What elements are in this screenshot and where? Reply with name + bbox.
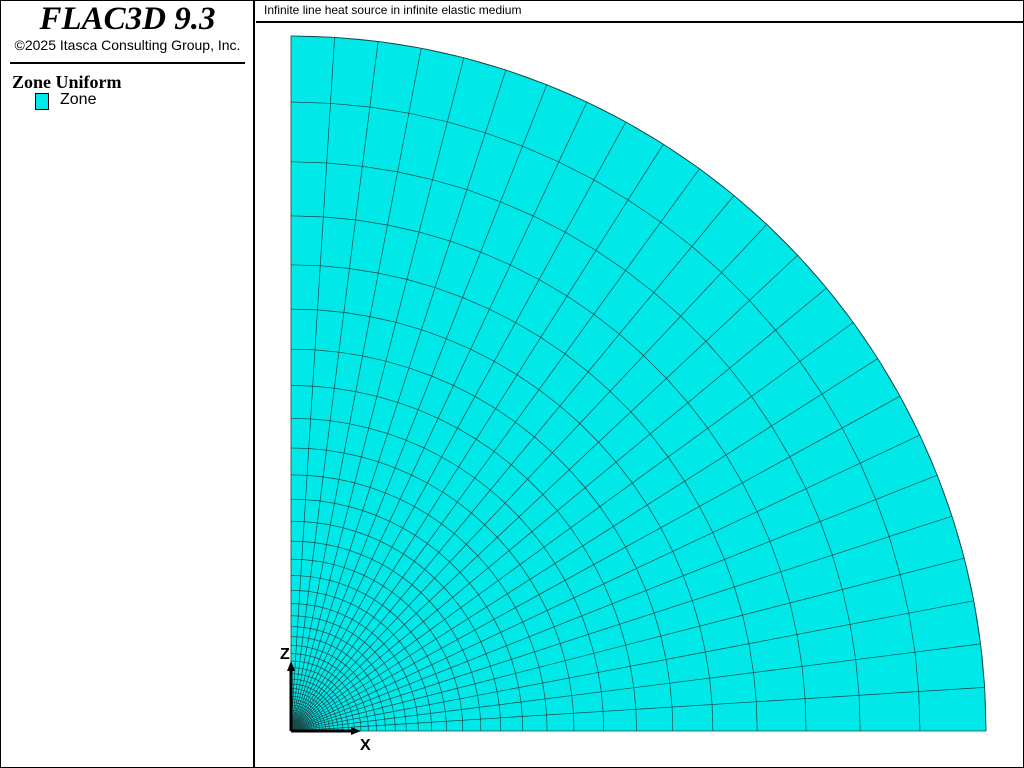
mesh-ring (291, 692, 330, 731)
mesh-ring (290, 417, 605, 732)
mesh-ring (290, 636, 386, 732)
mesh-radial-line (290, 687, 985, 732)
mesh-ring (290, 603, 419, 732)
zone-region (290, 35, 987, 732)
mesh-radial-line (290, 224, 768, 732)
mesh-radial-line (290, 322, 854, 732)
mesh-ring (290, 589, 433, 732)
axes-triad: Z X (280, 646, 371, 754)
mesh-ring (290, 264, 758, 732)
mesh-ring (290, 575, 447, 732)
mesh-ring (290, 474, 548, 732)
z-axis-arrow-icon (287, 661, 295, 671)
mesh-radial-line (290, 358, 878, 732)
mesh-ring (290, 678, 344, 732)
mesh-ring (290, 673, 349, 732)
mesh-ring (290, 695, 327, 732)
mesh-radial-line (290, 41, 379, 732)
mesh-ring (290, 498, 524, 732)
mesh-radial-line (290, 515, 953, 732)
plot-title: Infinite line heat source in infinite el… (264, 3, 522, 17)
mesh-ring (290, 35, 987, 732)
legend-heading: Zone Uniform (12, 72, 122, 92)
mesh-radial-line (290, 600, 974, 732)
zone-mesh (290, 35, 987, 732)
mesh-radial-line (290, 69, 507, 732)
plot-titlebar: Infinite line heat source in infinite el… (256, 0, 1023, 23)
mesh-radial-line (290, 57, 465, 732)
x-axis-arrow-icon (351, 727, 361, 735)
mesh-radial-line (290, 168, 700, 732)
mesh-radial-line (290, 121, 627, 732)
legend-item-zone: Zone (60, 91, 97, 108)
mesh-radial-line (290, 254, 798, 732)
mesh-radial-line (290, 48, 422, 732)
mesh-ring (290, 101, 921, 732)
x-axis-label: X (360, 737, 371, 754)
mesh-ring (290, 520, 502, 732)
mesh-ring (290, 653, 369, 732)
mesh-radial-line (290, 557, 965, 732)
mesh-ring (290, 308, 714, 732)
mesh-ring (290, 615, 407, 732)
app-title: FLAC3D 9.3 (39, 1, 216, 37)
mesh-radial-line (290, 643, 981, 732)
mesh-ring (290, 688, 334, 732)
mesh-ring (290, 660, 362, 732)
copyright: ©2025 Itasca Consulting Group, Inc. (14, 37, 241, 53)
mesh-ring (290, 447, 575, 732)
mesh-radial-line (290, 395, 901, 732)
mesh-radial-line (290, 37, 335, 732)
mesh-ring (290, 667, 355, 732)
mesh-radial-line (290, 144, 664, 732)
mesh-ring (290, 161, 861, 732)
mesh-radial-line (290, 287, 827, 732)
plot-view[interactable]: Z X (256, 23, 1022, 767)
mesh-radial-line (290, 101, 588, 732)
mesh-radial-line (290, 474, 938, 732)
mesh-ring (290, 645, 377, 732)
z-axis-label: Z (280, 646, 290, 663)
mesh-ring (290, 683, 339, 732)
legend-swatch-zone (35, 93, 49, 110)
mesh-ring (290, 558, 464, 732)
mesh-ring (290, 540, 482, 732)
legend-panel: FLAC3D 9.3 ©2025 Itasca Consulting Group… (0, 0, 255, 768)
mesh-ring (290, 348, 674, 732)
mesh-radial-line (290, 195, 735, 732)
mesh-radial-line (290, 84, 548, 732)
mesh-radial-line (290, 434, 921, 732)
legend-divider (10, 62, 245, 64)
mesh-ring (290, 385, 637, 732)
mesh-ring (290, 626, 396, 732)
mesh-ring (290, 215, 807, 732)
